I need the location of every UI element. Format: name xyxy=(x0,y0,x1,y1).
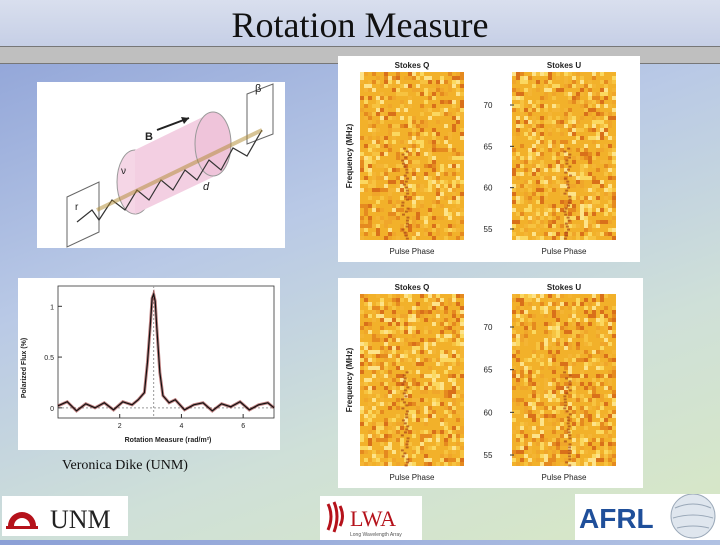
lwa-logo-svg: LWA Long Wavelength Array xyxy=(326,501,402,538)
pulse-phase-label: Pulse Phase xyxy=(542,247,587,256)
tube-end-right xyxy=(194,111,232,177)
chart-ytick-label: 0.5 xyxy=(44,355,54,362)
chart-ytick-label: 1 xyxy=(50,304,54,311)
stokes-q-plot xyxy=(360,72,464,240)
label-beta: β xyxy=(255,83,261,95)
credit-text: Veronica Dike (UNM) xyxy=(62,458,188,473)
spectrum-panel-bottom: Stokes Q Pulse Phase Stokes U Pulse Phase Fr… xyxy=(338,278,643,488)
pulse-phase-label: Pulse Phase xyxy=(390,247,435,256)
frequency-tick-label: 65 xyxy=(484,142,493,151)
stokes-u-title: Stokes U xyxy=(547,283,581,292)
stokes-q-title: Stokes Q xyxy=(395,283,430,292)
chart-series-line xyxy=(57,292,275,412)
chart-xlabel: Rotation Measure (rad/m²) xyxy=(125,437,212,444)
label-nu: ν xyxy=(121,166,126,177)
pulse-phase-label: Pulse Phase xyxy=(542,473,587,482)
frequency-tick-label: 55 xyxy=(484,225,493,234)
frequency-tick-label: 60 xyxy=(484,408,493,417)
chart-ylabel: Polarized Flux (%) xyxy=(21,338,28,398)
observer-plane xyxy=(246,83,274,145)
pulse-phase-label: Pulse Phase xyxy=(390,473,435,482)
title-bar xyxy=(0,0,720,46)
frequency-tick-label: 70 xyxy=(484,101,493,110)
frequency-axis-label: Frequency (MHz) xyxy=(345,347,354,412)
frequency-tick-label: 60 xyxy=(484,184,493,193)
label-d: d xyxy=(203,181,210,193)
source-plane xyxy=(66,181,100,248)
label-r: r xyxy=(75,202,79,213)
afrl-wordmark: AFRL xyxy=(579,503,654,534)
lwa-subtitle: Long Wavelength Array xyxy=(350,532,402,538)
frequency-tick-label: 65 xyxy=(484,366,493,375)
chart-xtick-label: 6 xyxy=(241,423,245,430)
lwa-wordmark: LWA xyxy=(350,506,396,531)
wave-band xyxy=(96,128,263,212)
lwa-wave-icon-1 xyxy=(326,503,333,531)
lwa-wave-icon-2 xyxy=(332,501,339,533)
chart-xtick-label: 4 xyxy=(179,423,183,430)
afrl-logo-svg: AFRL xyxy=(579,493,716,539)
stokes-u-title: Stokes U xyxy=(547,61,581,70)
frequency-axis-label: Frequency (MHz) xyxy=(345,123,354,188)
rm-chart-panel: Polarized Flux (%) Rotation Measure (rad… xyxy=(18,278,280,450)
afrl-logo: AFRL xyxy=(575,493,720,540)
chart-xtick-label: 2 xyxy=(118,423,122,430)
spectrum-panel-top: Stokes Q Pulse Phase Stokes U Pulse Phase Fr… xyxy=(338,56,640,262)
stokes-q-plot xyxy=(360,294,464,467)
wave-line xyxy=(76,129,263,223)
globe-icon xyxy=(670,493,716,539)
frequency-tick-label: 70 xyxy=(484,323,493,332)
unm-logo-svg: UNM xyxy=(6,505,111,534)
faraday-diagram: B β ν d r xyxy=(37,82,285,248)
unm-wordmark: UNM xyxy=(50,505,111,534)
slide-title: Rotation Measure xyxy=(231,5,489,45)
chart-series-band xyxy=(57,288,275,413)
spectrum-top-svg: Stokes Q Pulse Phase Stokes U Pulse Phase Fr… xyxy=(345,61,616,256)
chart-frame xyxy=(57,285,275,419)
lwa-logo: LWA Long Wavelength Array xyxy=(320,496,422,540)
unm-emblem-icon xyxy=(8,512,36,526)
globe-lines-icon xyxy=(672,503,714,529)
stokes-q-title: Stokes Q xyxy=(395,61,430,70)
stokes-u-plot xyxy=(512,294,616,467)
frequency-tick-label: 55 xyxy=(484,451,493,460)
spectrum-bottom-svg: Stokes Q Pulse Phase Stokes U Pulse Phase Fr… xyxy=(345,283,616,482)
field-arrowhead xyxy=(181,117,189,124)
rm-chart: Polarized Flux (%) Rotation Measure (rad… xyxy=(21,285,275,444)
unm-logo: UNM xyxy=(2,496,128,536)
stokes-u-plot xyxy=(512,72,616,240)
unm-emblem-base xyxy=(6,526,38,529)
label-b: B xyxy=(145,131,153,143)
lwa-wave-icon-3 xyxy=(338,505,344,527)
plasma-tube xyxy=(135,112,213,214)
faraday-diagram-svg: B β ν d r xyxy=(66,83,274,248)
chart-ytick-label: 0 xyxy=(50,406,54,413)
